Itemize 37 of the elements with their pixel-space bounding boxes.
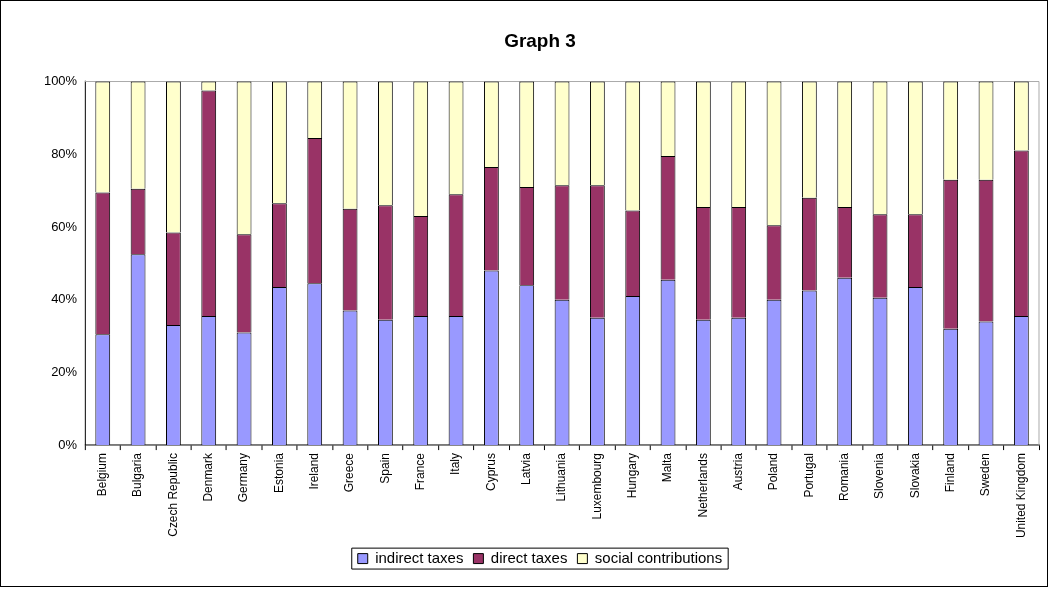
x-tick-label: Slovenia <box>872 452 887 499</box>
x-tick-label: Bulgaria <box>130 452 145 497</box>
x-tick-label: Austria <box>731 452 746 491</box>
x-tick-label: Czech Republic <box>165 453 180 537</box>
x-tick-label: Portugal <box>801 453 816 498</box>
y-tick-label: 60% <box>51 218 78 234</box>
x-tick-label: Denmark <box>201 453 216 502</box>
x-tick-label: Poland <box>766 453 781 491</box>
x-tick-label: Estonia <box>271 452 286 493</box>
x-tick-label: Italy <box>448 453 463 475</box>
y-tick-label: 80% <box>51 145 78 161</box>
x-tick-label: Slovakia <box>907 452 922 499</box>
x-tick-label: Hungary <box>625 453 640 499</box>
x-tick-label: Spain <box>377 453 392 484</box>
x-tick-label: Finland <box>942 453 957 493</box>
y-tick-label: 20% <box>51 363 78 379</box>
y-tick-label: 100% <box>43 73 78 89</box>
x-tick-label: Latvia <box>519 452 534 485</box>
x-tick-label: Cyprus <box>483 453 498 491</box>
x-tick-label: Greece <box>342 452 357 493</box>
x-tick-label: Sweden <box>978 453 993 497</box>
x-tick-label: Malta <box>660 452 675 483</box>
x-tick-label: Ireland <box>307 453 322 490</box>
y-tick-label: 0% <box>58 436 78 452</box>
legend-label: indirect taxes <box>375 548 464 566</box>
x-tick-label: Belgium <box>95 453 110 497</box>
legend-label: social contributions <box>594 548 723 566</box>
x-tick-label: Germany <box>236 453 251 503</box>
x-tick-label: France <box>413 452 428 491</box>
x-tick-label: United Kingdom <box>1013 453 1028 539</box>
x-tick-label: Romania <box>836 452 852 501</box>
x-tick-label: Luxembourg <box>589 453 604 520</box>
chart-title: Graph 3 <box>504 30 576 52</box>
legend-label: direct taxes <box>490 548 568 566</box>
y-tick-label: 40% <box>51 291 78 307</box>
x-tick-label: Netherlands <box>695 453 710 518</box>
x-tick-label: Lithuania <box>554 452 569 502</box>
